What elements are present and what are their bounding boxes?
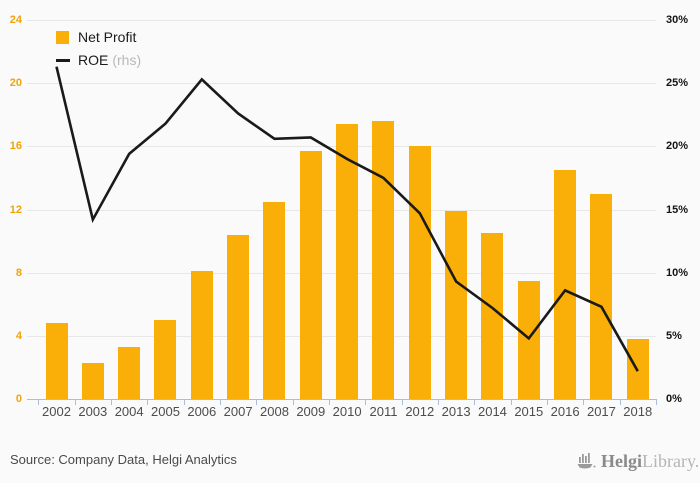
left-axis-label-8: 8 <box>15 267 22 279</box>
x-axis-tick <box>110 399 112 405</box>
x-axis-year-label-2012: 2012 <box>405 404 435 419</box>
net-profit-swatch-icon <box>56 30 69 44</box>
x-axis-year-label-2018: 2018 <box>623 404 653 419</box>
x-axis-year-label-2010: 2010 <box>332 404 362 419</box>
x-axis-tick <box>655 399 657 405</box>
net-profit-bar-2003 <box>81 362 104 399</box>
x-axis-year-label-2016: 2016 <box>550 404 580 419</box>
gridline <box>27 20 656 21</box>
net-profit-bar-2012 <box>408 146 431 399</box>
x-axis-tick <box>219 399 221 405</box>
left-axis-label-4: 4 <box>15 330 22 342</box>
net-profit-bar-2007 <box>227 234 250 399</box>
x-axis-year-label-2013: 2013 <box>441 404 471 419</box>
right-axis-label-5%: 5% <box>666 330 682 342</box>
x-axis-tick <box>38 399 40 405</box>
net-profit-bar-2002 <box>45 323 68 399</box>
x-axis-tick <box>328 399 330 405</box>
net-profit-bar-2015 <box>517 280 540 399</box>
x-axis-tick <box>74 399 76 405</box>
net-profit-bar-2016 <box>554 170 577 399</box>
net-profit-bar-2009 <box>299 151 322 399</box>
net-profit-bar-2017 <box>590 193 613 399</box>
brand-name-helgi: Helgi <box>601 451 642 471</box>
net-profit-bar-2005 <box>154 320 177 399</box>
x-axis-tick <box>183 399 185 405</box>
net-profit-bar-2014 <box>481 233 504 399</box>
left-axis-label-24: 24 <box>9 14 22 26</box>
x-axis-year-label-2014: 2014 <box>477 404 507 419</box>
x-axis-year-label-2015: 2015 <box>514 404 544 419</box>
x-axis-year-label-2008: 2008 <box>260 404 289 419</box>
left-axis-label-0: 0 <box>15 393 22 405</box>
right-axis-label-10%: 10% <box>666 267 689 279</box>
x-axis-tick <box>292 399 294 405</box>
net-profit-bar-2013 <box>445 211 468 399</box>
x-axis-tick <box>256 399 258 405</box>
helgi-library-logo: Helgi Library. <box>576 448 699 472</box>
left-axis-label-16: 16 <box>9 140 22 152</box>
net-profit-bar-2004 <box>118 346 141 399</box>
x-axis-line <box>27 399 656 400</box>
legend-roe-label: ROE <box>78 52 109 68</box>
x-axis-tick <box>510 399 512 405</box>
x-axis-tick <box>401 399 403 405</box>
x-axis-year-label-2004: 2004 <box>114 404 144 419</box>
net-profit-bar-2018 <box>626 338 649 399</box>
net-profit-bar-2008 <box>263 201 286 399</box>
left-axis-label-20: 20 <box>9 77 22 89</box>
net-profit-bar-2011 <box>372 121 395 399</box>
right-axis-label-30%: 30% <box>666 14 689 26</box>
helgi-ship-bars-icon <box>576 451 596 475</box>
x-axis-year-label-2002: 2002 <box>42 404 71 419</box>
x-axis-year-label-2006: 2006 <box>187 404 217 419</box>
legend-roe-rhs-suffix: (rhs) <box>112 52 142 68</box>
right-axis-label-25%: 25% <box>666 77 689 89</box>
x-axis-year-label-2007: 2007 <box>223 404 253 419</box>
net-profit-bar-2006 <box>190 271 213 399</box>
right-axis-label-15%: 15% <box>666 204 689 216</box>
x-axis-tick <box>474 399 476 405</box>
x-axis-tick <box>619 399 621 405</box>
right-axis-label-20%: 20% <box>666 140 689 152</box>
x-axis-year-label-2011: 2011 <box>369 404 398 419</box>
x-axis-tick <box>546 399 548 405</box>
x-axis-year-label-2017: 2017 <box>586 404 616 419</box>
legend-net-profit-label: Net Profit <box>78 29 137 45</box>
source-attribution: Source: Company Data, Helgi Analytics <box>10 452 237 467</box>
x-axis-tick <box>437 399 439 405</box>
gridline <box>27 83 656 84</box>
roe-line-sample-icon <box>56 58 70 62</box>
x-axis-tick <box>583 399 585 405</box>
legend-item-roe: ROE (rhs) <box>56 52 141 68</box>
net-profit-bar-2010 <box>336 124 359 399</box>
brand-name-library: Library. <box>642 451 700 471</box>
x-axis-year-label-2009: 2009 <box>296 404 326 419</box>
right-axis-label-0%: 0% <box>666 393 682 405</box>
x-axis-tick <box>147 399 149 405</box>
legend-item-net-profit: Net Profit <box>56 29 141 45</box>
x-axis-year-label-2003: 2003 <box>78 404 108 419</box>
chart-legend: Net Profit ROE (rhs) <box>56 29 141 75</box>
x-axis-year-label-2005: 2005 <box>151 404 180 419</box>
left-axis-label-12: 12 <box>9 204 22 216</box>
x-axis-tick <box>365 399 367 405</box>
